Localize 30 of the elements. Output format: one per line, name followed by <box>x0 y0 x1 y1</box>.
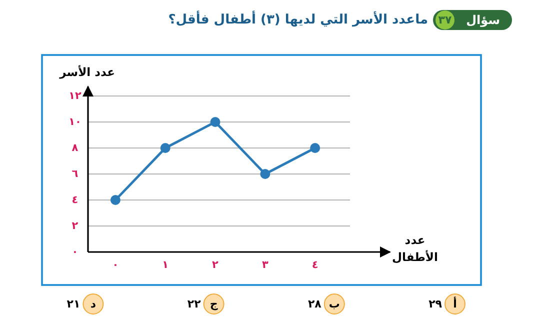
x-axis-title: عدد الأطفال <box>391 232 439 266</box>
point <box>260 169 270 179</box>
text: ٢٢ <box>187 298 202 310</box>
y-tick-label: ٠ <box>72 246 78 258</box>
x-tick-label: ١ <box>162 259 169 271</box>
y-tick-label: ٦ <box>72 168 79 180</box>
text: ٢١ <box>66 298 80 310</box>
text: سؤال <box>466 13 500 27</box>
y-tick-label: ٤ <box>72 194 78 206</box>
point <box>310 143 320 153</box>
x-tick-label: ٢ <box>212 259 220 271</box>
text: د <box>90 298 96 310</box>
point <box>160 143 170 153</box>
y-tick-label: ١٢ <box>68 90 82 102</box>
text: ٢٨ <box>308 298 322 310</box>
point <box>110 195 120 205</box>
text: أ <box>453 296 457 310</box>
text: ٢٩ <box>428 298 442 310</box>
y-tick-label: ١٠ <box>68 116 82 128</box>
y-tick-label: ٢ <box>72 220 79 232</box>
y-tick-label: ٨ <box>72 142 79 154</box>
x-tick-label: ٠ <box>112 259 119 271</box>
text: ب <box>328 298 340 310</box>
text: ج <box>210 298 218 310</box>
y-axis-title: عدد الأسر <box>58 65 115 79</box>
chart-title: ماعدد الأسر التي لديها (٣) أطفال فأقل؟ <box>168 10 428 28</box>
text: ٣٧ <box>438 14 452 26</box>
x-tick-label: ٣ <box>262 259 269 271</box>
point <box>210 117 220 127</box>
x-tick-label: ٤ <box>312 259 318 271</box>
